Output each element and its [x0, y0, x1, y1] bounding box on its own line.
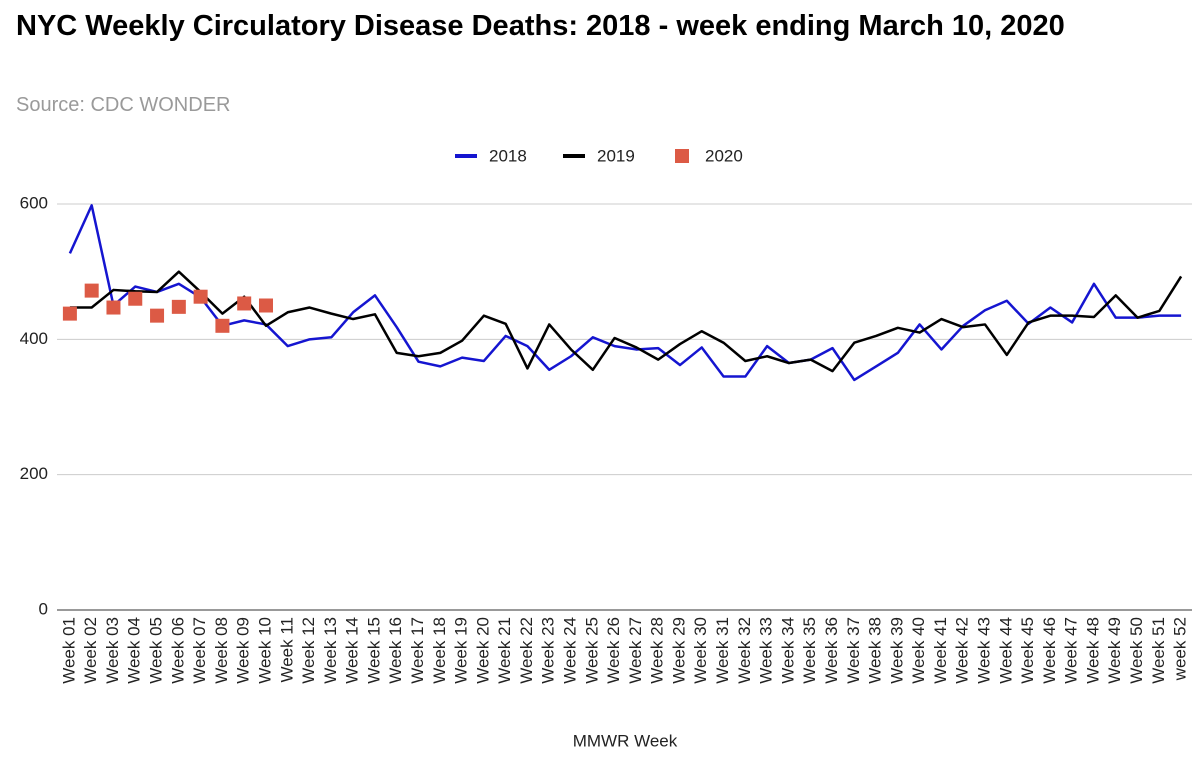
y-tick-label: 600 [20, 193, 48, 212]
x-tick-label: Week 51 [1149, 617, 1168, 684]
x-tick-label: Week 12 [299, 617, 318, 684]
legend-label: 2018 [489, 146, 527, 165]
x-tick-label: Week 19 [452, 617, 471, 684]
x-tick-label: Week 33 [757, 617, 776, 684]
legend-marker [675, 149, 689, 163]
x-tick-label: week 52 [1171, 617, 1190, 681]
y-tick-label: 0 [39, 599, 48, 618]
point-marker [128, 291, 143, 306]
x-tick-label: Week 06 [168, 617, 187, 684]
x-tick-label: Week 42 [953, 617, 972, 684]
x-tick-label: Week 10 [255, 617, 274, 684]
point-marker [237, 296, 252, 311]
x-tick-label: Week 47 [1062, 617, 1081, 684]
x-tick-label: Week 15 [364, 617, 383, 684]
x-tick-label: Week 36 [822, 617, 841, 684]
x-tick-label: Week 50 [1127, 617, 1146, 684]
legend-label: 2019 [597, 146, 635, 165]
x-tick-label: Week 37 [844, 617, 863, 684]
x-tick-label: Week 14 [343, 617, 362, 684]
point-marker [84, 283, 99, 298]
x-tick-label: Week 29 [669, 617, 688, 684]
point-marker [106, 300, 121, 315]
x-tick-label: Week 23 [539, 617, 558, 684]
x-tick-label: Week 46 [1040, 617, 1059, 684]
x-tick-label: Week 01 [59, 617, 78, 684]
point-marker [258, 298, 273, 313]
series-line [69, 270, 1183, 373]
x-tick-label: Week 04 [125, 617, 144, 684]
chart-title: NYC Weekly Circulatory Disease Deaths: 2… [16, 10, 1065, 42]
x-tick-label: Week 41 [931, 617, 950, 684]
x-tick-label: Week 21 [495, 617, 514, 684]
x-tick-label: Week 43 [974, 617, 993, 684]
x-tick-label: Week 18 [430, 617, 449, 684]
x-tick-label: Week 07 [190, 617, 209, 684]
x-tick-label: Week 17 [408, 617, 427, 684]
x-tick-label: Week 03 [103, 617, 122, 684]
point-marker [193, 289, 208, 304]
chart-subtitle: Source: CDC WONDER [16, 94, 231, 116]
point-marker [171, 299, 186, 314]
x-tick-label: Week 08 [212, 617, 231, 684]
x-tick-label: Week 11 [277, 617, 296, 683]
x-tick-label: Week 40 [909, 617, 928, 684]
x-tick-label: Week 30 [691, 617, 710, 684]
x-tick-label: Week 25 [582, 617, 601, 684]
x-tick-label: Week 16 [386, 617, 405, 684]
x-tick-label: Week 32 [735, 617, 754, 684]
x-tick-label: Week 05 [147, 617, 166, 684]
x-tick-label: Week 45 [1018, 617, 1037, 684]
x-tick-label: Week 20 [473, 617, 492, 684]
x-tick-label: Week 39 [887, 617, 906, 684]
x-tick-label: Week 35 [800, 617, 819, 684]
x-tick-label: Week 22 [517, 617, 536, 684]
x-tick-label: Week 02 [81, 617, 100, 684]
x-tick-label: Week 31 [713, 617, 732, 684]
point-marker [150, 308, 165, 323]
x-tick-label: Week 48 [1083, 617, 1102, 684]
x-tick-label: Week 09 [234, 617, 253, 684]
point-marker [62, 306, 77, 321]
x-tick-label: Week 49 [1105, 617, 1124, 684]
x-tick-label: Week 34 [778, 617, 797, 684]
x-tick-label: Week 13 [321, 617, 340, 684]
point-marker [215, 318, 230, 333]
x-tick-label: Week 44 [996, 617, 1015, 684]
x-axis-label: MMWR Week [573, 731, 678, 750]
y-tick-label: 400 [20, 329, 48, 348]
y-tick-label: 200 [20, 464, 48, 483]
x-tick-label: Week 27 [626, 617, 645, 684]
x-tick-label: Week 28 [648, 617, 667, 684]
x-tick-label: Week 38 [866, 617, 885, 684]
series-line [68, 204, 1182, 382]
x-tick-label: Week 24 [561, 617, 580, 684]
legend-label: 2020 [705, 146, 743, 165]
x-tick-label: Week 26 [604, 617, 623, 684]
